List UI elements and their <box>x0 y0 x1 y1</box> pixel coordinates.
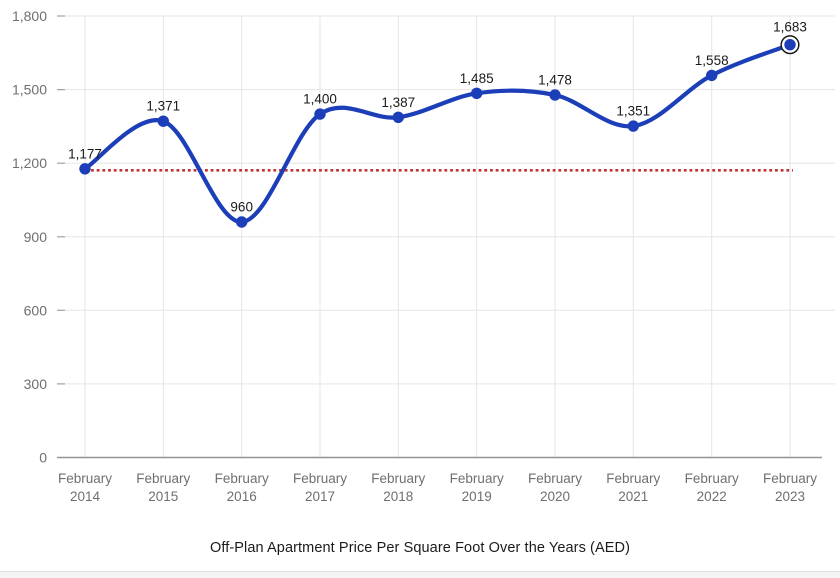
x-axis-tick-label-month: February <box>293 471 347 486</box>
y-axis-tick-label: 600 <box>24 302 48 318</box>
data-point-label: 1,485 <box>460 71 494 86</box>
x-axis-tick-label-month: February <box>450 471 504 486</box>
x-axis-tick-label-month: February <box>763 471 817 486</box>
x-axis-tick-label-month: February <box>215 471 269 486</box>
data-point[interactable] <box>627 120 639 132</box>
data-point[interactable] <box>157 115 169 127</box>
x-axis-tick-label-month: February <box>606 471 660 486</box>
x-axis-tick-label-year: 2020 <box>540 489 570 504</box>
x-axis-tick-label-month: February <box>685 471 739 486</box>
data-point-label: 1,478 <box>538 73 572 88</box>
data-point-label: 1,400 <box>303 92 337 107</box>
x-axis-tick-label-month: February <box>58 471 112 486</box>
y-axis-tick-label: 0 <box>39 450 47 466</box>
x-axis-tick-label-year: 2018 <box>383 489 413 504</box>
x-axis-tick-label-year: 2016 <box>227 489 257 504</box>
data-point-label: 960 <box>230 200 253 215</box>
x-axis-tick-label-year: 2014 <box>70 489 101 504</box>
data-point-label: 1,351 <box>616 104 650 119</box>
x-axis-tick-label-month: February <box>136 471 190 486</box>
data-point-label: 1,558 <box>695 53 729 68</box>
data-point[interactable] <box>314 108 326 120</box>
price-line-chart: 0 300 600 900 1,200 1,500 1,800 February 2014 Feb… <box>12 8 835 504</box>
y-axis-tick-label: 1,200 <box>12 155 47 171</box>
chart-title: Off-Plan Apartment Price Per Square Foot… <box>209 540 631 556</box>
price-line <box>82 42 793 225</box>
data-point[interactable] <box>392 111 404 124</box>
data-point[interactable] <box>549 89 561 101</box>
y-axis-tick-label: 1,500 <box>12 82 47 98</box>
data-point[interactable] <box>706 69 718 82</box>
x-axis-tick-label-year: 2022 <box>697 489 727 504</box>
x-axis-tick-label-month: February <box>528 471 582 486</box>
y-axis-tick-label: 900 <box>24 229 48 245</box>
data-point-latest[interactable] <box>784 39 796 51</box>
x-axis-tick-label-year: 2023 <box>775 489 805 504</box>
x-axis-tick-label-year: 2017 <box>305 489 335 504</box>
data-point-label: 1,371 <box>146 99 180 114</box>
bottom-strip <box>0 571 840 578</box>
x-axis-tick-label-month: February <box>371 471 425 486</box>
data-point-label: 1,177 <box>68 146 102 161</box>
y-axis-tick-label: 1,800 <box>12 8 47 24</box>
data-point[interactable] <box>79 163 91 175</box>
x-axis-tick-label-year: 2019 <box>462 489 492 504</box>
x-axis-tick-label-year: 2015 <box>148 489 178 504</box>
data-point[interactable] <box>471 87 483 100</box>
x-axis-tick-label-year: 2021 <box>618 489 648 504</box>
data-point-label: 1,387 <box>381 95 415 110</box>
data-point-label: 1,683 <box>773 20 807 35</box>
y-axis-tick-label: 300 <box>24 376 48 392</box>
data-point[interactable] <box>236 216 248 228</box>
